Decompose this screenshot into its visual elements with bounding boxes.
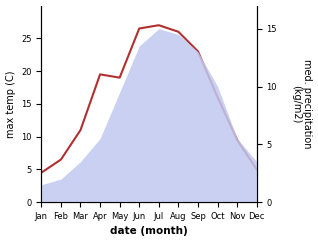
Y-axis label: max temp (C): max temp (C) xyxy=(5,70,16,138)
X-axis label: date (month): date (month) xyxy=(110,227,188,236)
Y-axis label: med. precipitation
(kg/m2): med. precipitation (kg/m2) xyxy=(291,59,313,149)
